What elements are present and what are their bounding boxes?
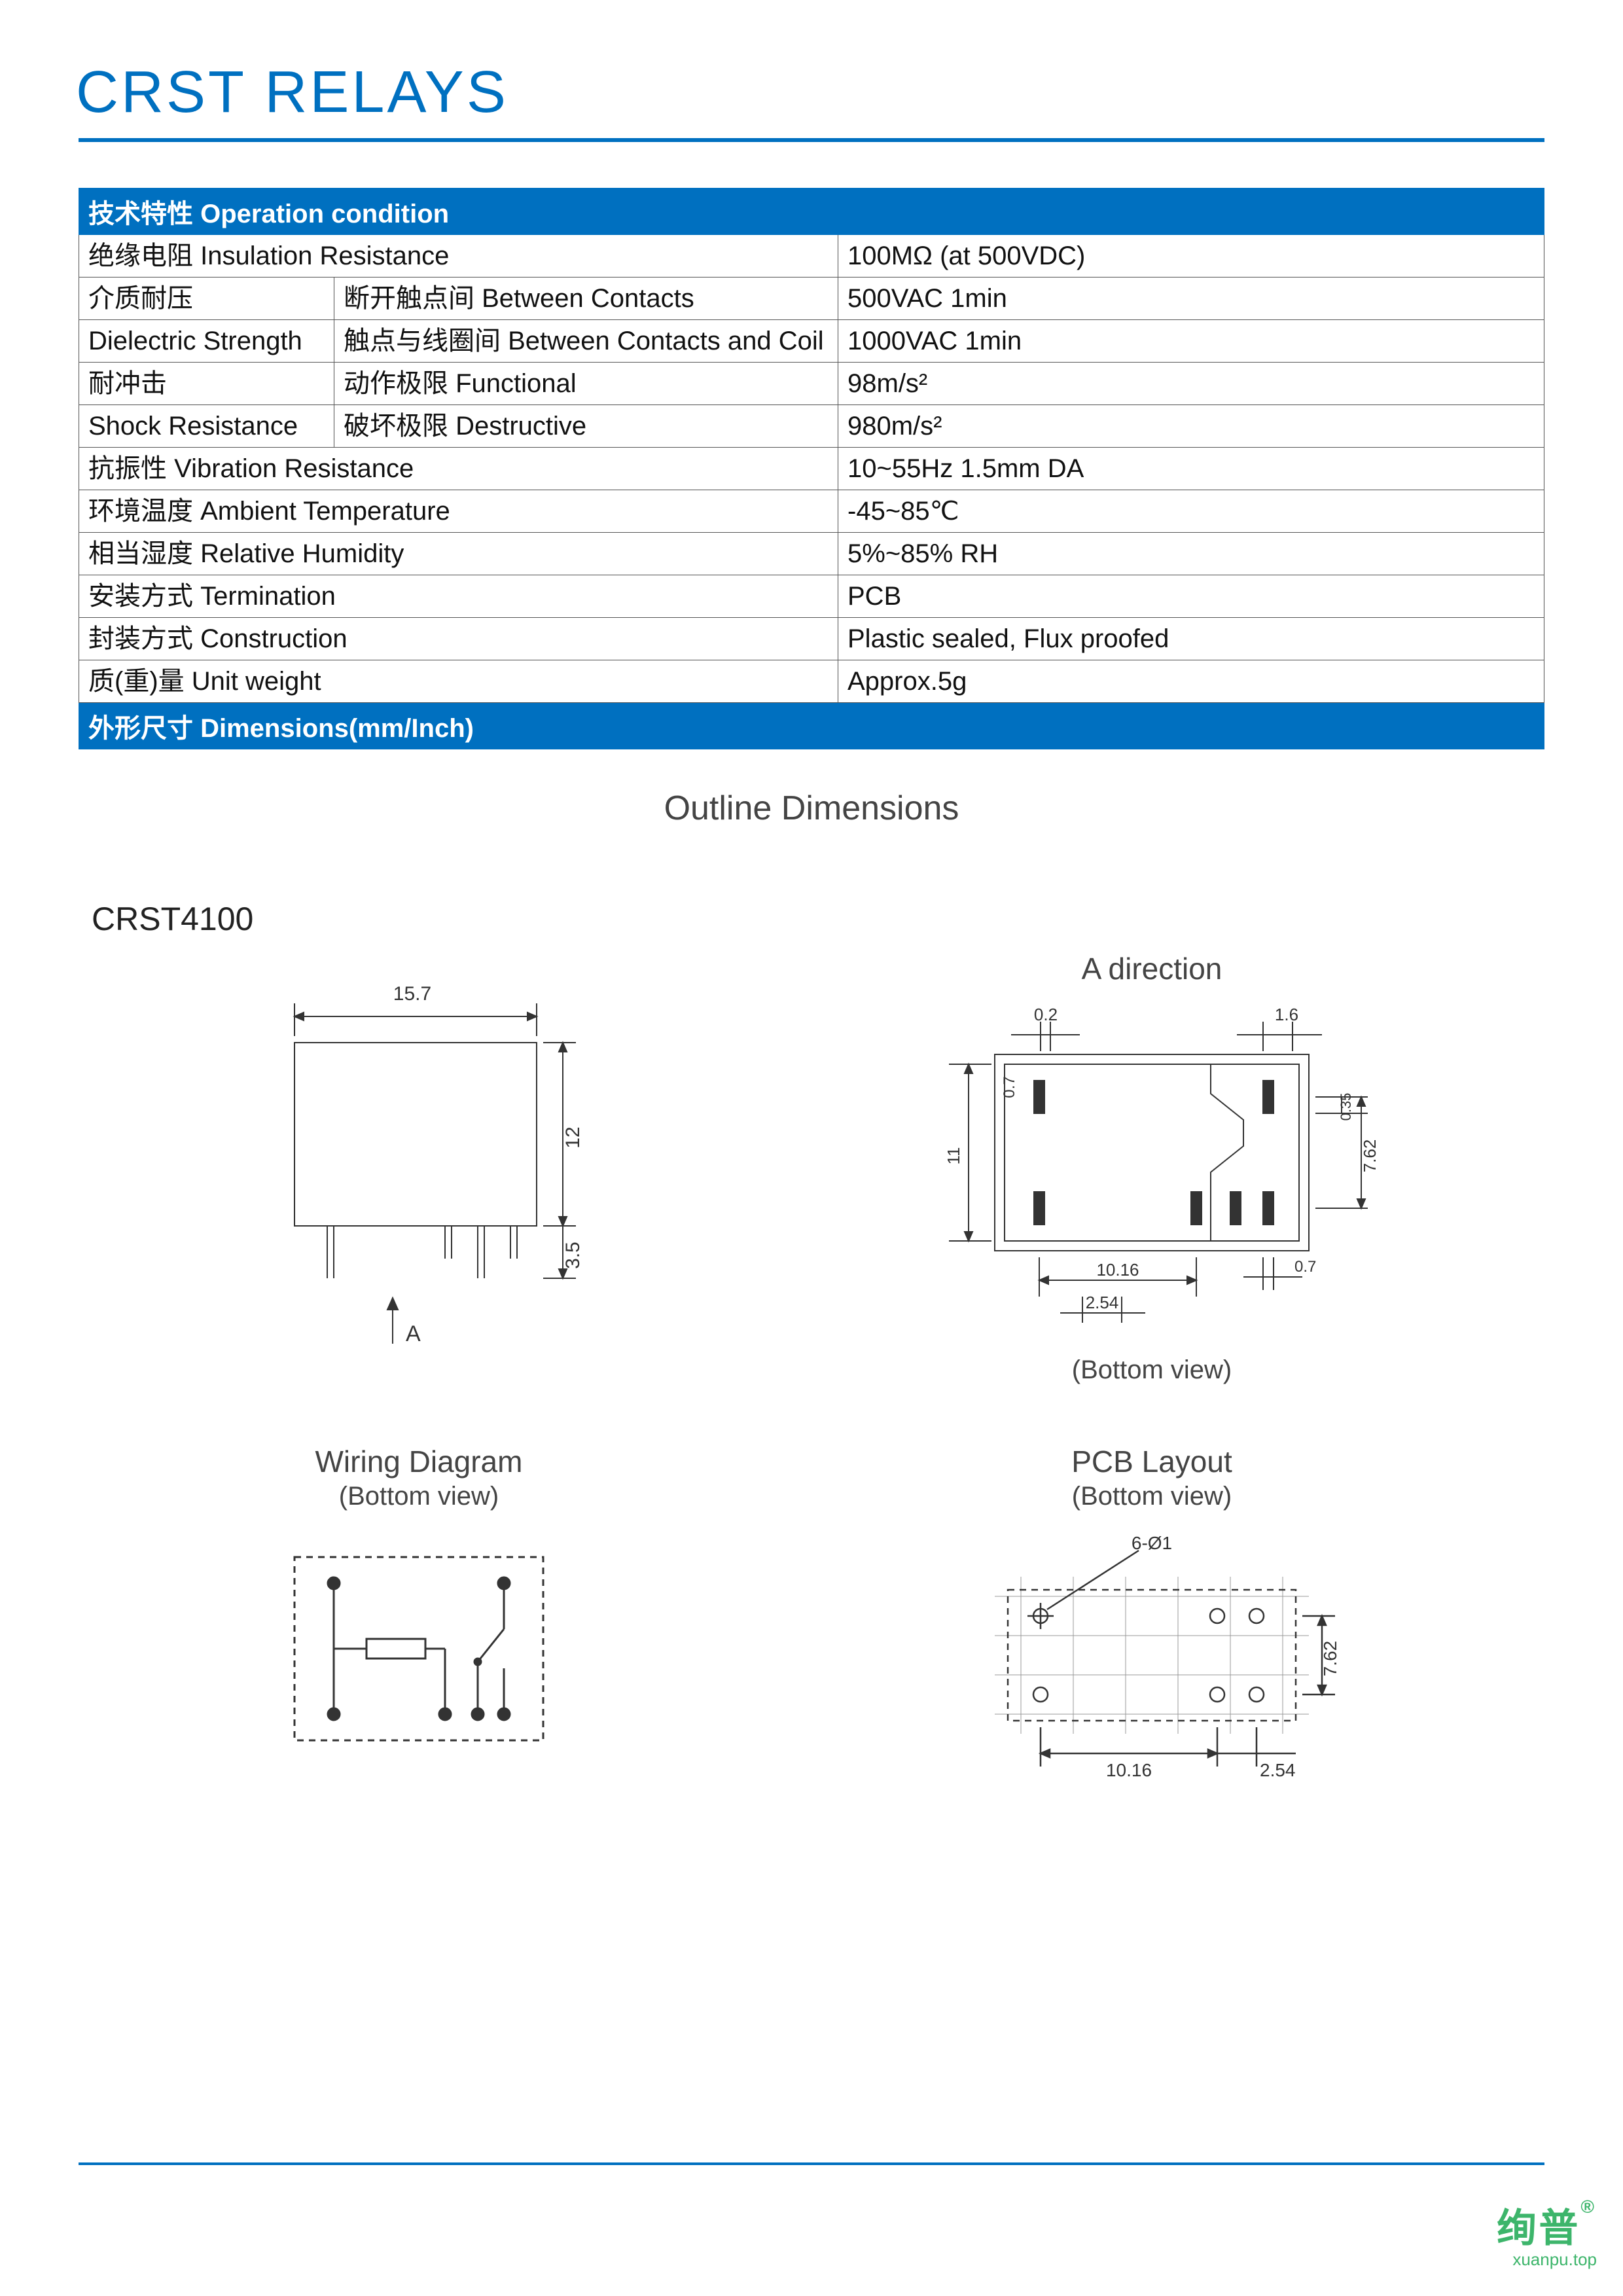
page-title: CRST RELAYS [76,59,1544,126]
cell-value: Plastic sealed, Flux proofed [838,618,1544,660]
cell-label: 绝缘电阻 Insulation Resistance [79,235,838,278]
svg-text:A: A [406,1321,421,1346]
svg-text:1.6: 1.6 [1275,1005,1298,1024]
section-header-operation: 技术特性 Operation condition [79,188,1544,235]
table-row: 抗振性 Vibration Resistance 10~55Hz 1.5mm D… [79,448,1544,490]
svg-text:0.7: 0.7 [1294,1258,1316,1276]
svg-text:10.16: 10.16 [1106,1760,1152,1780]
bottom-view-diagram: A direction [897,951,1407,1405]
cell-label: 介质耐压 [79,278,334,320]
svg-text:10.16: 10.16 [1096,1260,1139,1280]
svg-text:11: 11 [944,1147,963,1165]
svg-text:3.5: 3.5 [562,1242,584,1269]
table-row: 质(重)量 Unit weight Approx.5g [79,660,1544,703]
table-row: Dielectric Strength 触点与线圈间 Between Conta… [79,320,1544,363]
wiring-diagram: Wiring Diagram (Bottom view) [262,1444,576,1767]
cell-value: PCB [838,575,1544,618]
footer-rule [79,2162,1544,2165]
pcb-title: PCB Layout [1071,1444,1232,1479]
svg-text:2.54: 2.54 [1260,1760,1296,1780]
cell-value: 1000VAC 1min [838,320,1544,363]
table-row: 相当湿度 Relative Humidity 5%~85% RH [79,533,1544,575]
spec-table: 技术特性 Operation condition 绝缘电阻 Insulation… [79,188,1544,749]
cell-label: Dielectric Strength [79,320,334,363]
cell-label: 耐冲击 [79,363,334,405]
footer-logo: 绚普® xuanpu.top [1497,2197,1597,2270]
table-row: 封装方式 Construction Plastic sealed, Flux p… [79,618,1544,660]
pcb-layout-diagram: PCB Layout (Bottom view) [942,1444,1361,1806]
cell-value: Approx.5g [838,660,1544,703]
table-row: Shock Resistance 破坏极限 Destructive 980m/s… [79,405,1544,448]
cell-label: 封装方式 Construction [79,618,838,660]
cell-value: 98m/s² [838,363,1544,405]
cell-value: 5%~85% RH [838,533,1544,575]
cell-value: 500VAC 1min [838,278,1544,320]
wiring-title: Wiring Diagram [315,1444,523,1479]
cell-label: 质(重)量 Unit weight [79,660,838,703]
table-row: 安装方式 Termination PCB [79,575,1544,618]
cell-value: 100MΩ (at 500VDC) [838,235,1544,278]
cell-value: -45~85℃ [838,490,1544,533]
svg-text:7.62: 7.62 [1320,1641,1340,1677]
svg-text:2.54: 2.54 [1086,1293,1119,1312]
a-direction-label: A direction [1082,951,1222,986]
svg-text:6-Ø1: 6-Ø1 [1132,1533,1172,1553]
title-rule [79,138,1544,142]
section-header-dimensions: 外形尺寸 Dimensions(mm/Inch) [79,703,1544,749]
outline-heading: Outline Dimensions [79,789,1544,828]
svg-text:0.2: 0.2 [1034,1005,1058,1024]
cell-sub: 破坏极限 Destructive [334,405,838,448]
svg-text:7.62: 7.62 [1360,1139,1380,1173]
bottom-view-caption: (Bottom view) [1072,1355,1232,1385]
cell-sub: 动作极限 Functional [334,363,838,405]
cell-label: 安装方式 Termination [79,575,838,618]
svg-text:0.7: 0.7 [1001,1076,1018,1098]
cell-value: 980m/s² [838,405,1544,448]
svg-text:0.35: 0.35 [1338,1093,1354,1121]
cell-value: 10~55Hz 1.5mm DA [838,448,1544,490]
cell-sub: 断开触点间 Between Contacts [334,278,838,320]
cell-label: 环境温度 Ambient Temperature [79,490,838,533]
table-row: 耐冲击 动作极限 Functional 98m/s² [79,363,1544,405]
part-number: CRST4100 [92,900,1544,938]
table-row: 绝缘电阻 Insulation Resistance 100MΩ (at 500… [79,235,1544,278]
table-row: 环境温度 Ambient Temperature -45~85℃ [79,490,1544,533]
cell-label: 相当湿度 Relative Humidity [79,533,838,575]
svg-text:12: 12 [562,1126,584,1148]
side-view-diagram: 15.7 12 3.5 A [216,951,622,1357]
table-row: 介质耐压 断开触点间 Between Contacts 500VAC 1min [79,278,1544,320]
cell-label: 抗振性 Vibration Resistance [79,448,838,490]
wiring-caption: (Bottom view) [339,1482,499,1511]
svg-text:15.7: 15.7 [393,983,431,1005]
cell-sub: 触点与线圈间 Between Contacts and Coil [334,320,838,363]
cell-label: Shock Resistance [79,405,334,448]
pcb-caption: (Bottom view) [1072,1482,1232,1511]
